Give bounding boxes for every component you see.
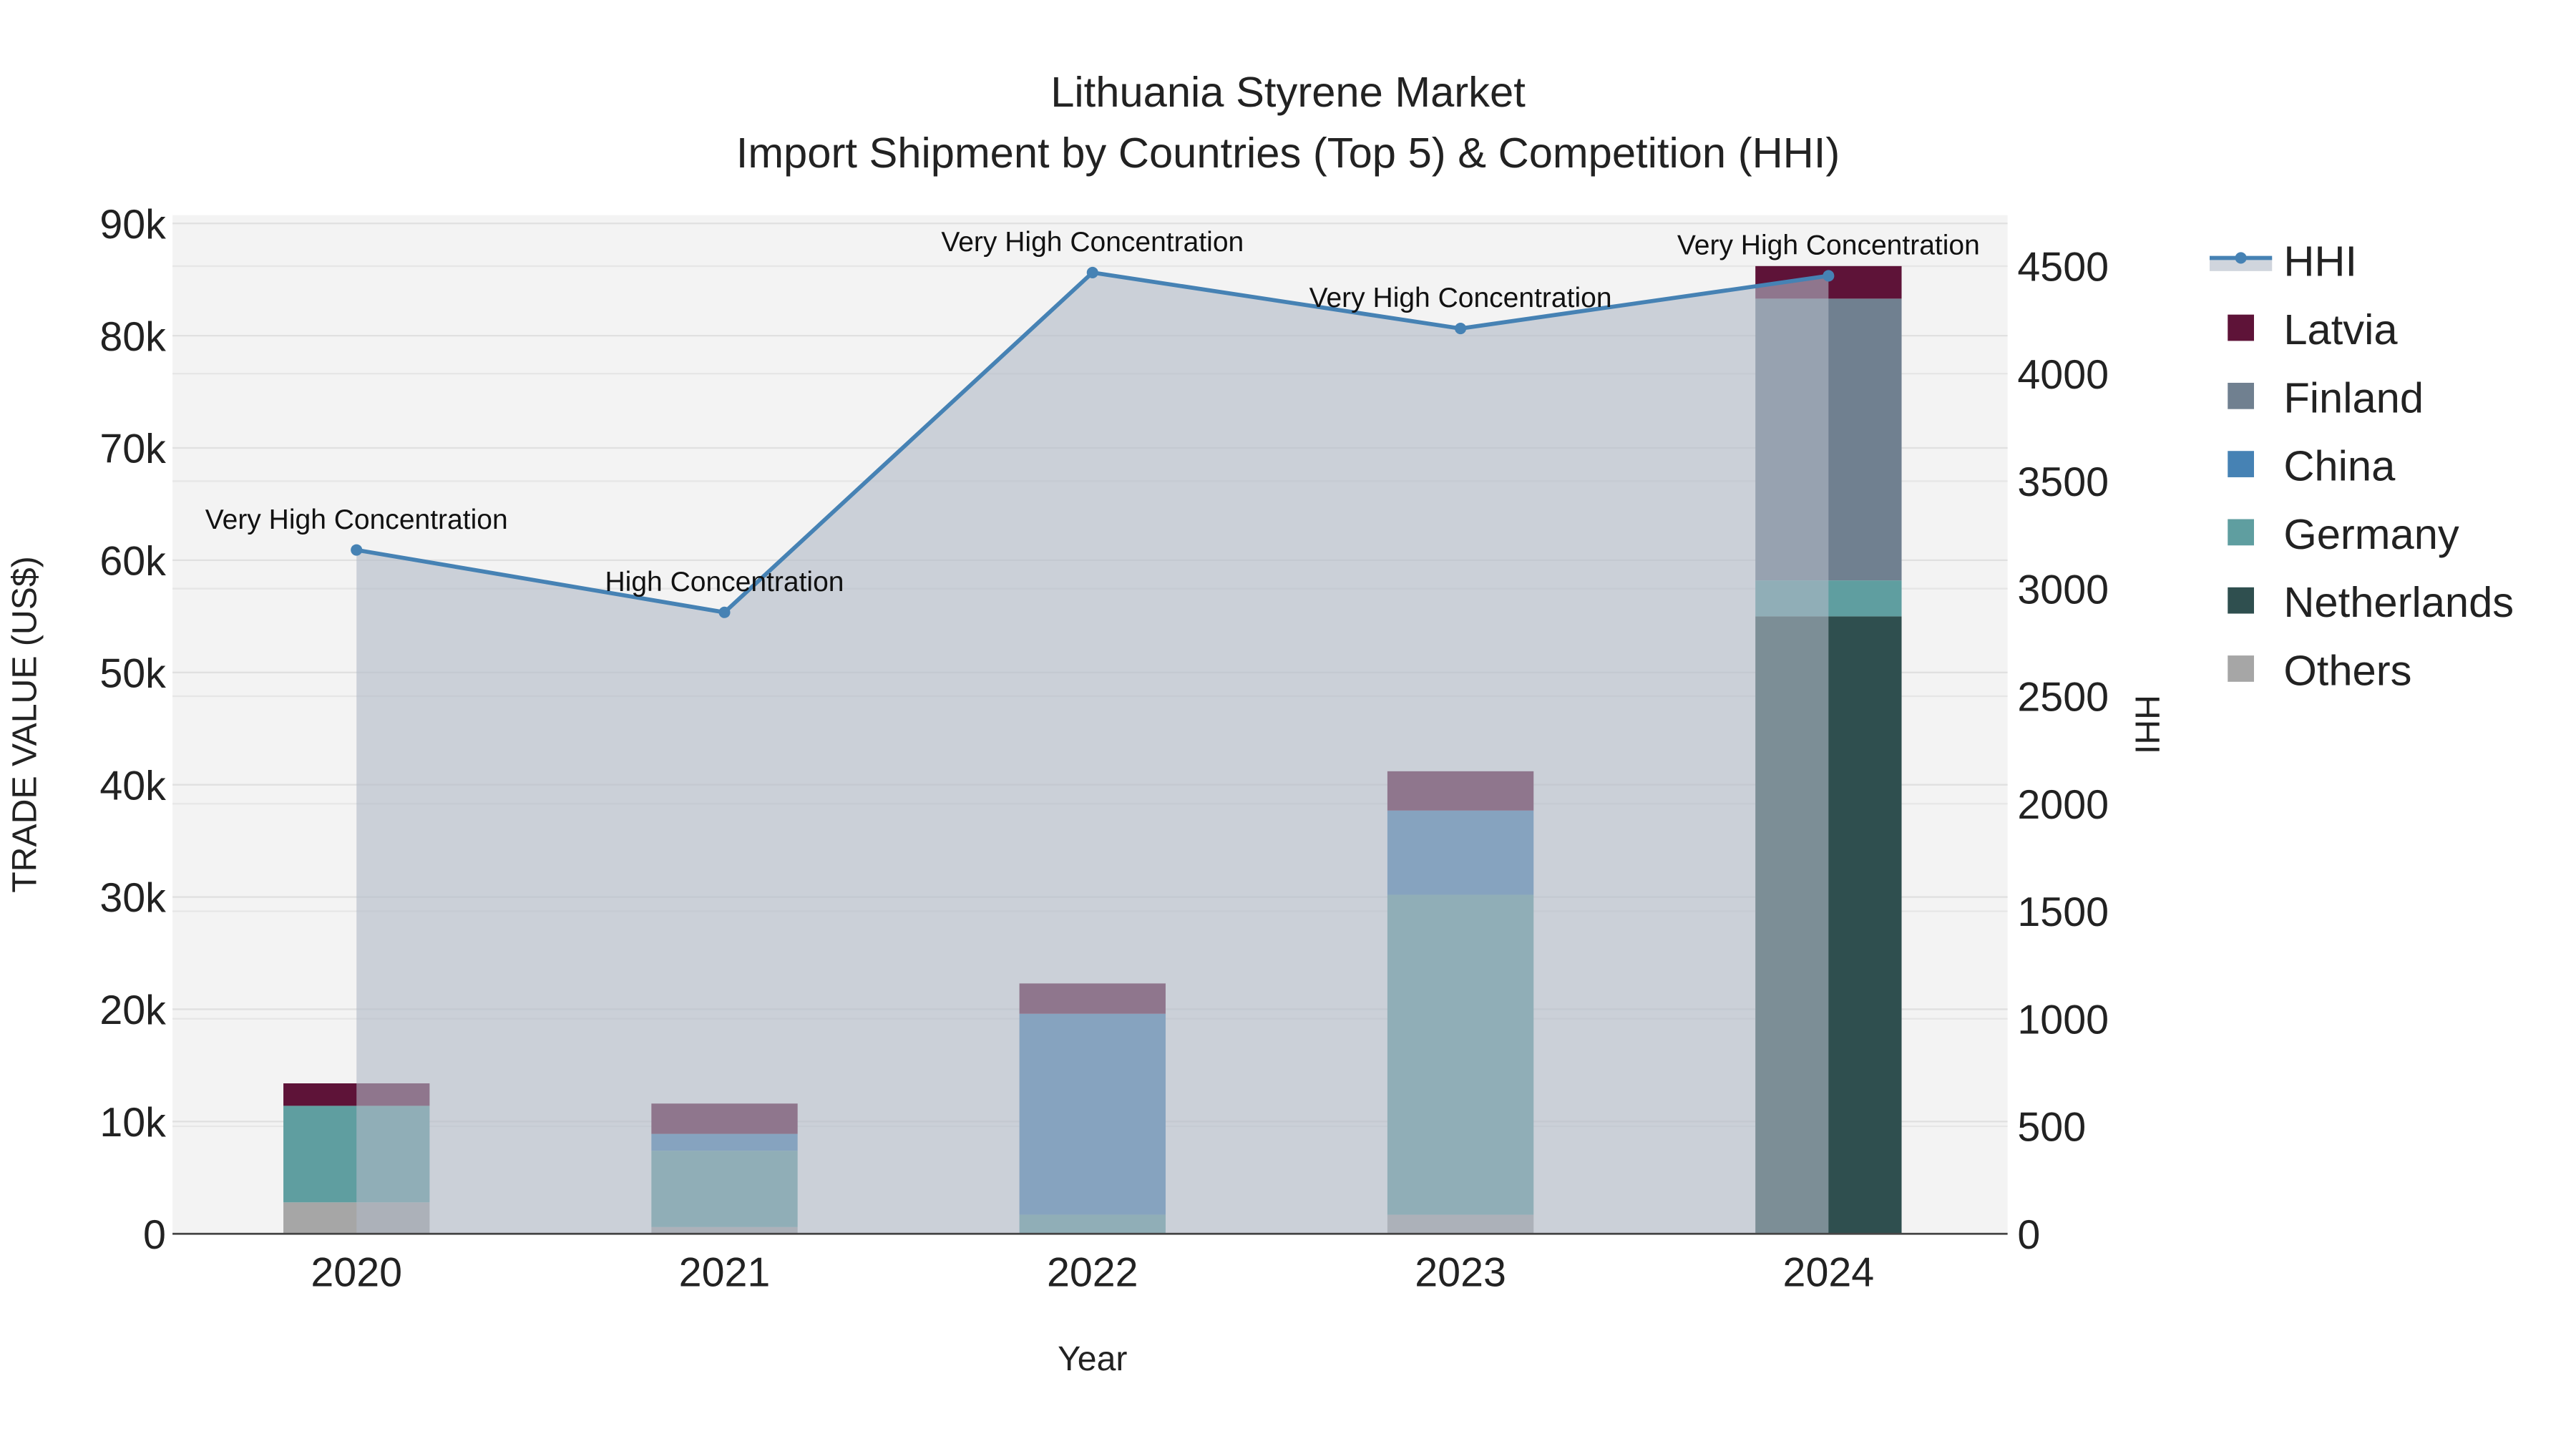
hhi-annotation: High Concentration	[605, 567, 844, 597]
y-tick-label: 20k	[99, 987, 166, 1033]
y-tick-label: 0	[143, 1212, 166, 1258]
x-tick-label: 2024	[1783, 1250, 1875, 1296]
x-tick-label: 2023	[1415, 1250, 1506, 1296]
y2-tick-label: 4500	[2017, 245, 2109, 291]
legend-swatch-china	[2228, 451, 2254, 477]
chart-subtitle: Import Shipment by Countries (Top 5) & C…	[736, 129, 1840, 177]
y2-tick-label: 4000	[2017, 352, 2109, 398]
legend-hhi-marker	[2235, 252, 2247, 264]
x-tick-label: 2021	[679, 1250, 771, 1296]
y-tick-label: 10k	[99, 1100, 166, 1146]
hhi-annotation: Very High Concentration	[205, 504, 508, 535]
y-axis-label: TRADE VALUE (US$)	[6, 556, 44, 893]
hhi-point-2021	[718, 606, 731, 618]
y2-tick-label: 0	[2017, 1212, 2040, 1258]
y2-tick-label: 1000	[2017, 997, 2109, 1043]
y-tick-label: 90k	[99, 202, 166, 248]
hhi-point-2020	[351, 544, 363, 556]
hhi-annotation: Very High Concentration	[1309, 283, 1612, 313]
y-tick-label: 30k	[99, 875, 166, 921]
hhi-point-2023	[1455, 323, 1467, 335]
legend-label-china[interactable]: China	[2283, 442, 2396, 490]
legend-label-latvia[interactable]: Latvia	[2283, 306, 2398, 353]
legend-label-hhi[interactable]: HHI	[2283, 238, 2357, 286]
legend-label-germany[interactable]: Germany	[2283, 510, 2459, 558]
y2-tick-label: 1500	[2017, 889, 2109, 935]
y-tick-label: 70k	[99, 426, 166, 472]
hhi-annotation: Very High Concentration	[1677, 230, 1980, 261]
legend-swatch-finland	[2228, 382, 2254, 409]
y-tick-label: 40k	[99, 763, 166, 809]
y2-tick-label: 3000	[2017, 567, 2109, 613]
y2-tick-label: 500	[2017, 1105, 2086, 1151]
hhi-point-2024	[1823, 270, 1835, 282]
legend-swatch-netherlands	[2228, 587, 2254, 614]
y-tick-label: 80k	[99, 314, 166, 360]
y2-tick-label: 2000	[2017, 782, 2109, 828]
legend-label-others[interactable]: Others	[2283, 646, 2411, 694]
y2-axis-label: HHI	[2128, 695, 2167, 754]
hhi-area	[356, 272, 1829, 1234]
y-tick-label: 50k	[99, 650, 166, 696]
legend-label-netherlands[interactable]: Netherlands	[2283, 578, 2514, 626]
legend-swatch-latvia	[2228, 314, 2254, 341]
y-tick-label: 60k	[99, 539, 166, 585]
hhi-annotation: Very High Concentration	[941, 227, 1244, 258]
x-tick-label: 2022	[1047, 1250, 1138, 1296]
legend-hhi-area-swatch	[2210, 258, 2273, 271]
y2-tick-label: 2500	[2017, 675, 2109, 721]
x-axis-label: Year	[1058, 1340, 1127, 1378]
legend-swatch-germany	[2228, 519, 2254, 546]
y2-tick-label: 3500	[2017, 459, 2109, 505]
hhi-point-2022	[1086, 266, 1098, 278]
legend-label-finland[interactable]: Finland	[2283, 374, 2424, 421]
x-tick-label: 2020	[311, 1250, 402, 1296]
chart-title: Lithuania Styrene Market	[1050, 68, 1526, 116]
legend-swatch-others	[2228, 655, 2254, 682]
